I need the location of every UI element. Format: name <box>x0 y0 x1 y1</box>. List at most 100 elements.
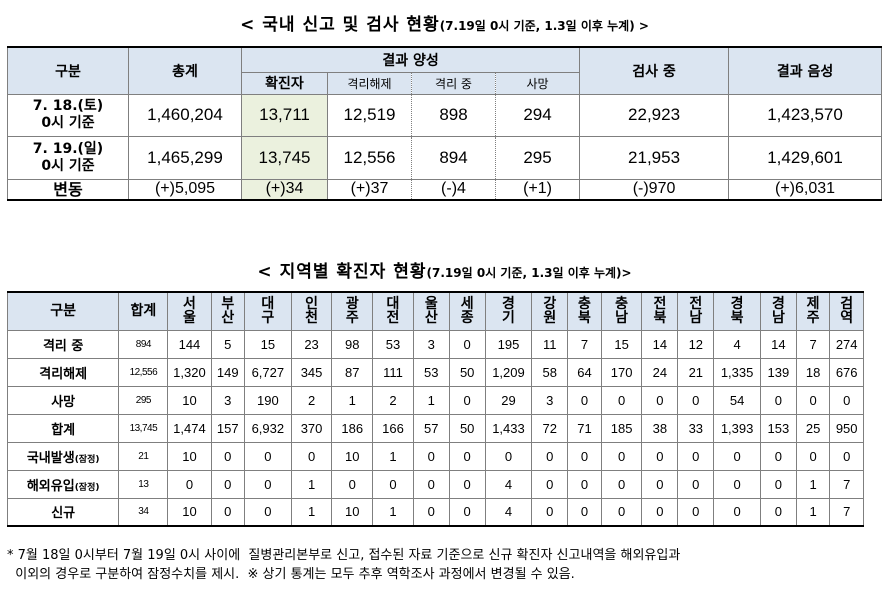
cell-region-value: 0 <box>641 497 679 527</box>
cell-released: 12,519 <box>327 93 412 137</box>
cell-region-value: 72 <box>531 413 569 443</box>
region-table-title: < 지역별 확진자 현황(7.19일 0시 기준, 1.3일 이후 누계)> <box>0 257 889 282</box>
cell-region-value: 0 <box>829 441 864 471</box>
cell-region-value: 157 <box>210 413 246 443</box>
cell-region-value: 0 <box>759 441 797 471</box>
cell-region-value: 0 <box>829 385 864 415</box>
cell-region-value: 0 <box>448 469 486 499</box>
cell-region-value: 1,393 <box>713 413 761 443</box>
cell-region-value: 0 <box>567 385 602 415</box>
cell-testing: 21,953 <box>579 135 730 180</box>
row-label: 변동 <box>7 178 129 201</box>
cell-region-value: 98 <box>331 329 374 359</box>
cell-region-value: 345 <box>290 357 333 387</box>
cell-total: 13,745 <box>118 413 169 443</box>
cell-region-value: 0 <box>531 497 569 527</box>
cell-region-value: 190 <box>244 385 292 415</box>
cell-region-value: 0 <box>641 441 679 471</box>
cell-region-value: 0 <box>372 469 414 499</box>
cell-total: 295 <box>118 385 169 415</box>
cell-region-value: 0 <box>210 441 246 471</box>
cell-region-value: 186 <box>331 413 374 443</box>
regional-confirmed-table: 구분 합계 서 울 부 산 대 구 인 천 광 주 대 전 울 산 세 종 경 기 강 원 충 북 충 남 전 북 전 남 경 북 경 남 제 주 검 역… <box>6 291 864 527</box>
header-isolation: 격리 중 <box>411 71 496 95</box>
cell-region-value: 0 <box>244 441 292 471</box>
cell-region-value: 53 <box>412 357 450 387</box>
cell-region-value: 0 <box>759 385 797 415</box>
cell-region-value: 0 <box>210 469 246 499</box>
cell-total: 13 <box>118 469 169 499</box>
cell-region-value: 0 <box>759 497 797 527</box>
cell-region-value: 0 <box>448 441 486 471</box>
cell-region-value: 24 <box>641 357 679 387</box>
cell-region-value: 950 <box>829 413 864 443</box>
row-label: 7. 19.(일) 0시 기준 <box>7 135 129 180</box>
cell-region-value: 2 <box>290 385 333 415</box>
cell-region-value: 87 <box>331 357 374 387</box>
cell-region-value: 0 <box>567 497 602 527</box>
cell-isolation: 894 <box>411 135 496 180</box>
header-division: 구분 <box>7 46 129 95</box>
cell-total: 21 <box>118 441 169 471</box>
cell-region-value: 7 <box>795 329 831 359</box>
cell-death: (+1) <box>494 178 581 201</box>
cell-region-value: 1 <box>372 497 414 527</box>
cell-region-value: 18 <box>795 357 831 387</box>
cell-region-value: 0 <box>448 329 486 359</box>
header-total: 합계 <box>118 291 169 331</box>
cell-region-value: 153 <box>759 413 797 443</box>
table-row: 합계 13,745 1,474 157 6,932 370 186 166 57 50 1,433 7… <box>6 413 864 443</box>
cell-region-value: 4 <box>713 329 761 359</box>
national-test-table: 구분 총계 결과 양성 검사 중 결과 음성 확진자 격리해제 격리 중 사망 … <box>7 46 883 201</box>
cell-region-value: 676 <box>829 357 864 387</box>
cell-region-value: 57 <box>412 413 450 443</box>
cell-region-value: 58 <box>531 357 569 387</box>
cell-region-value: 149 <box>210 357 246 387</box>
cell-region-value: 1 <box>795 497 831 527</box>
region-table-title-main: < 지역별 확진자 현황 <box>257 262 427 282</box>
cell-region-value: 15 <box>244 329 292 359</box>
cell-region-value: 1 <box>290 497 333 527</box>
cell-region-value: 15 <box>600 329 643 359</box>
footnote: * 7월 18일 0시부터 7월 19일 0시 사이에 질병관리본부로 신고, … <box>7 546 883 584</box>
cell-region-value: 2 <box>372 385 414 415</box>
cell-region-value: 0 <box>484 441 533 471</box>
table-row: 해외유입(잠정) 13 0 0 0 1 0 0 0 0 4 0 0 0 0 0 0 0 1 7 <box>6 469 864 499</box>
cell-death: 295 <box>494 135 581 180</box>
header-total: 총계 <box>128 46 242 95</box>
cell-region-value: 0 <box>713 497 761 527</box>
cell-region-value: 10 <box>331 441 374 471</box>
cell-region-value: 0 <box>567 469 602 499</box>
cell-region-value: 111 <box>372 357 414 387</box>
cell-region-value: 144 <box>167 329 212 359</box>
cell-region-value: 0 <box>677 497 715 527</box>
cell-region-value: 10 <box>331 497 374 527</box>
cell-region-value: 0 <box>677 385 715 415</box>
row-label: 해외유입(잠정) <box>6 469 120 499</box>
cell-region-value: 0 <box>531 469 569 499</box>
cell-region-value: 4 <box>484 497 533 527</box>
cell-region-value: 0 <box>795 385 831 415</box>
table-row: 신규 34 10 0 0 1 10 1 0 0 4 0 0 0 0 0 0 0 1 7 <box>6 497 864 527</box>
cell-region-value: 170 <box>600 357 643 387</box>
cell-region-value: 7 <box>567 329 602 359</box>
cell-region-value: 1 <box>290 469 333 499</box>
cell-region-value: 38 <box>641 413 679 443</box>
cell-region-value: 3 <box>531 385 569 415</box>
cell-total: 12,556 <box>118 357 169 387</box>
cell-region-value: 10 <box>167 385 212 415</box>
table-row: 7. 19.(일) 0시 기준 1,465,299 13,745 12,556 8… <box>7 135 883 180</box>
cell-confirmed: 13,711 <box>241 93 328 137</box>
footnote-line-2: 이외의 경우로 구분하여 잠정수치를 제시. ※ 상기 통계는 모두 추후 역학… <box>7 567 575 582</box>
cell-region-value: 71 <box>567 413 602 443</box>
